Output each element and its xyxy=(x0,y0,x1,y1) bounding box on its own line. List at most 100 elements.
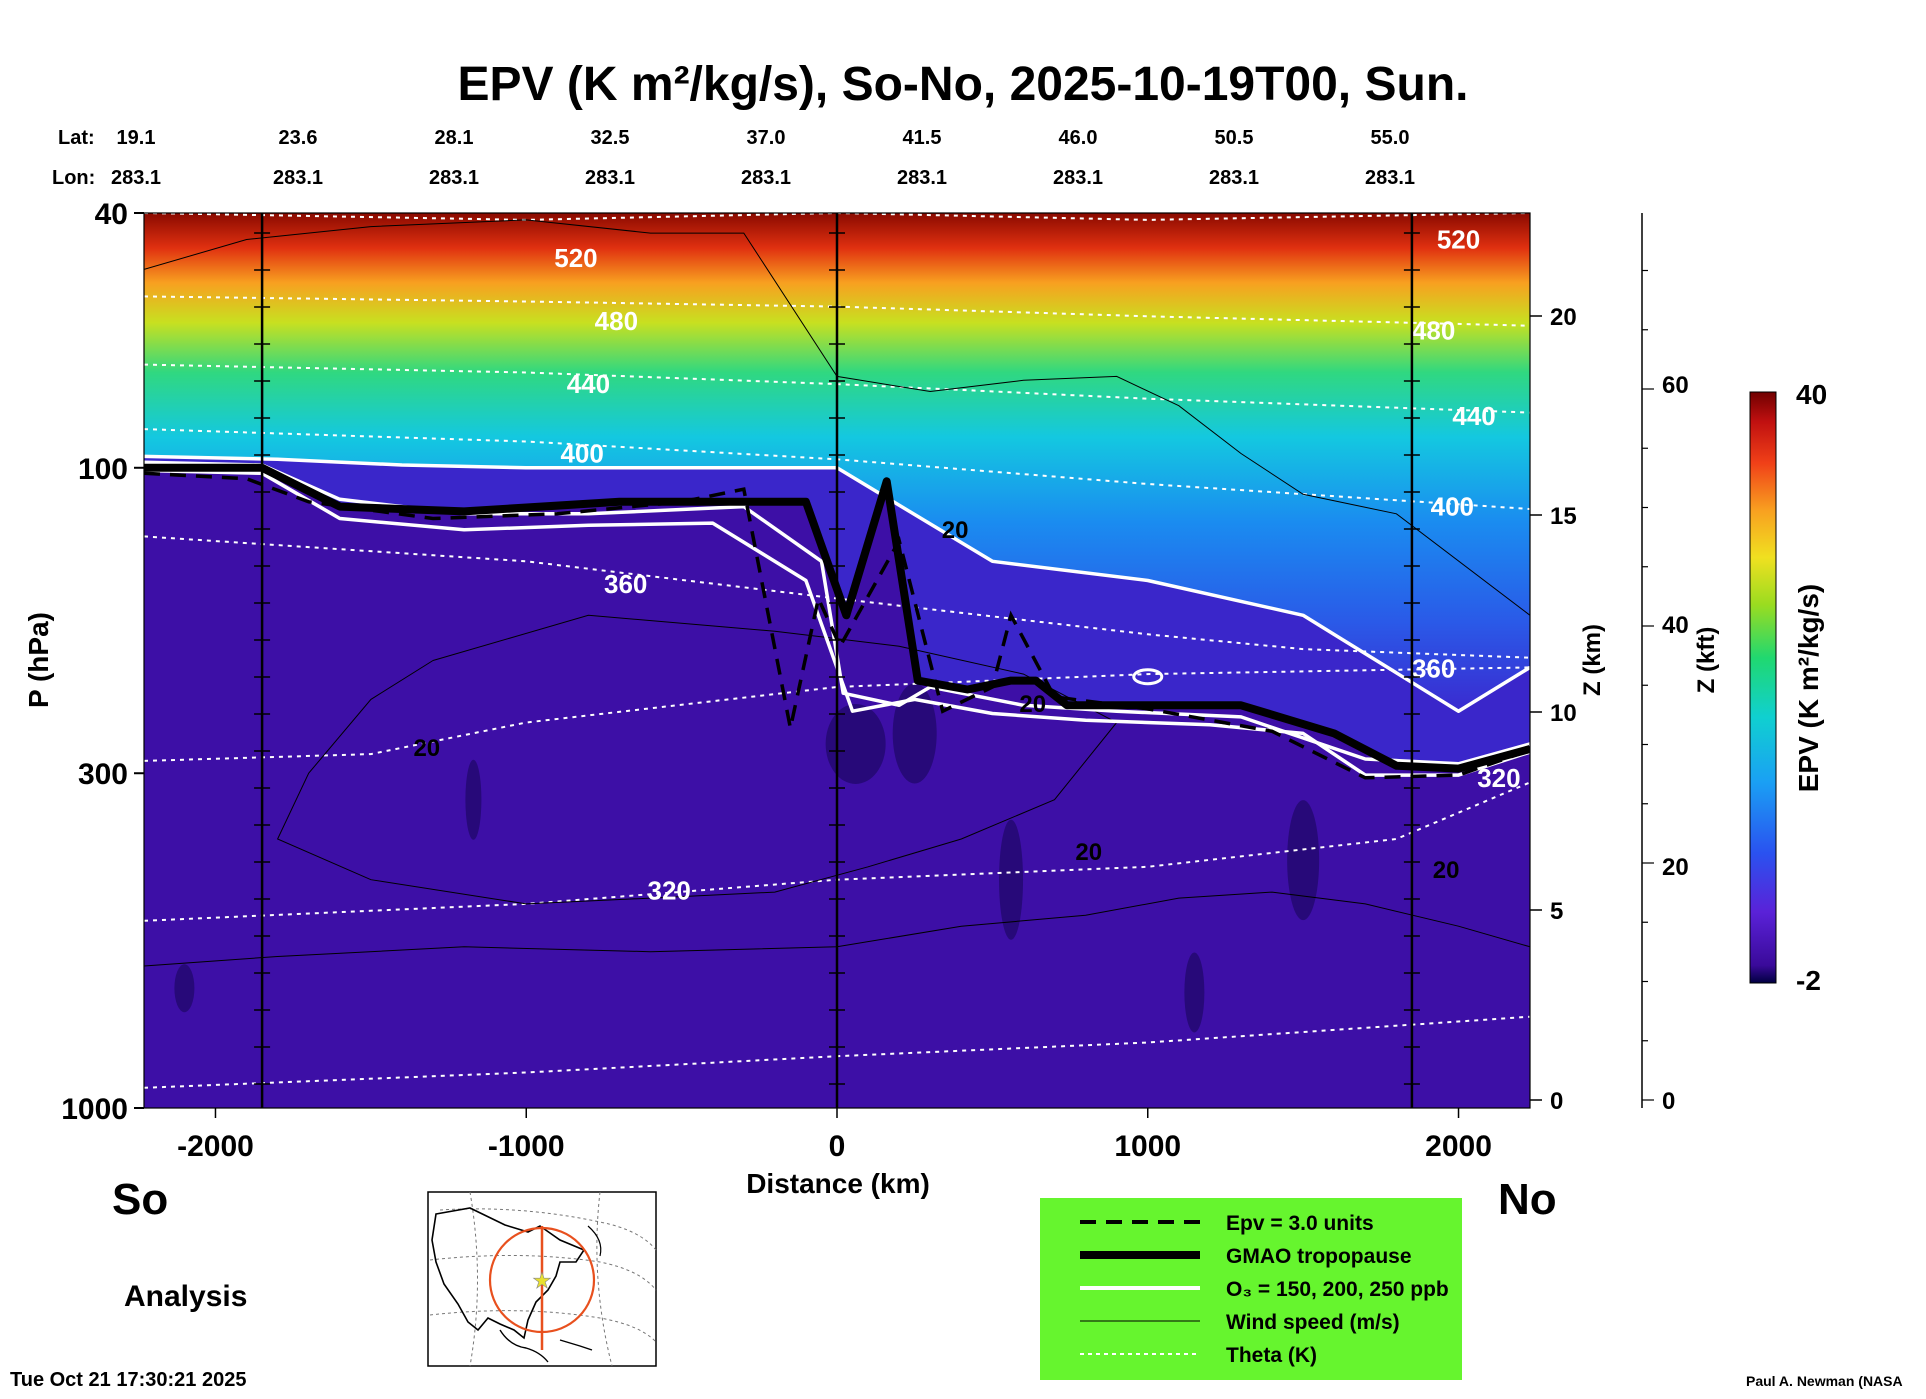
theta-label-5: 320 xyxy=(647,875,690,905)
theta-label-3: 400 xyxy=(560,439,603,469)
ozone-loop xyxy=(1132,668,1164,686)
timestamp: Tue Oct 21 17:30:21 2025 xyxy=(10,1369,246,1391)
lat-lon-row: 19.1 283.1 23.6 283.1 28.1 283.1 32.5 283.1 37.0… xyxy=(111,127,1415,189)
lon-label: Lon: xyxy=(52,167,95,189)
low-epv-patch-5 xyxy=(1184,952,1205,1033)
z-km-tick-label-1: 5 xyxy=(1550,898,1563,925)
inset-map: ★ xyxy=(427,1191,657,1367)
low-epv-patch-2 xyxy=(892,683,937,784)
lat-label: Lat: xyxy=(58,127,95,149)
z-kft-axis: 0 20 40 60 xyxy=(1641,213,1689,1115)
colorbar-min-label: -2 xyxy=(1796,965,1821,996)
ozone-contour-2 xyxy=(144,468,1530,777)
lon-value-0: 283.1 xyxy=(111,167,161,189)
legend-label-1: GMAO tropopause xyxy=(1226,1245,1412,1268)
lat-value-3: 32.5 xyxy=(591,127,630,149)
legend-label-0: Epv = 3.0 units xyxy=(1226,1212,1374,1235)
z-km-tick-label-0: 0 xyxy=(1550,1088,1563,1115)
z-km-axis: 0 5 10 15 20 xyxy=(1530,304,1577,1115)
z-km-axis-label: Z (km) xyxy=(1579,624,1606,696)
p-tick-label-1: 100 xyxy=(78,453,128,486)
theta-labels: 520 480 440 400 360 320 520 480 440 400 360 320 xyxy=(554,225,1520,906)
colorbar-label: EPV (K m²/kg/s) xyxy=(1793,584,1824,792)
x-axis-label: Distance (km) xyxy=(746,1168,930,1199)
colorbar-max-label: 40 xyxy=(1796,379,1827,410)
wind-contour-0 xyxy=(144,219,1530,616)
theta-label-8: 440 xyxy=(1452,401,1495,431)
theta-line-520 xyxy=(144,213,1530,221)
wind-label-4: 20 xyxy=(1433,857,1460,884)
legend: Epv = 3.0 units GMAO tropopause O₃ = 150, … xyxy=(1080,1212,1449,1367)
direction-south: So xyxy=(112,1175,168,1224)
location-star-icon: ★ xyxy=(532,1268,552,1293)
z-km-tick-label-4: 20 xyxy=(1550,304,1577,331)
wind-label-1: 20 xyxy=(413,735,440,762)
lat-value-0: 19.1 xyxy=(117,127,156,149)
legend-label-4: Theta (K) xyxy=(1226,1344,1317,1367)
z-kft-axis-label: Z (kft) xyxy=(1693,627,1720,694)
wind-contour-1 xyxy=(276,614,1118,905)
x-tick-label-1: -1000 xyxy=(488,1130,565,1163)
tropopause-line xyxy=(144,463,1530,773)
lat-value-1: 23.6 xyxy=(279,127,318,149)
wind-labels: 20 20 20 20 20 xyxy=(413,517,1459,884)
lat-value-6: 46.0 xyxy=(1059,127,1098,149)
theta-label-4: 360 xyxy=(604,569,647,599)
theta-label-9: 400 xyxy=(1431,492,1474,522)
theta-label-6: 520 xyxy=(1437,225,1480,255)
low-epv-patch-6 xyxy=(174,964,195,1013)
x-axis: -2000 -1000 0 1000 2000 xyxy=(177,1108,1492,1163)
analysis-label: Analysis xyxy=(124,1280,247,1313)
wind-label-0: 20 xyxy=(942,517,969,544)
lon-value-8: 283.1 xyxy=(1365,167,1415,189)
lat-value-5: 41.5 xyxy=(903,127,942,149)
transition-band xyxy=(144,456,1530,769)
colorbar xyxy=(1749,391,1777,984)
x-tick-label-3: 1000 xyxy=(1114,1130,1181,1163)
lon-value-3: 283.1 xyxy=(585,167,635,189)
p-tick-label-0: 40 xyxy=(95,198,128,231)
lat-value-7: 50.5 xyxy=(1215,127,1254,149)
x-tick-label-4: 2000 xyxy=(1425,1130,1492,1163)
lat-value-4: 37.0 xyxy=(747,127,786,149)
z-kft-tick-label-1: 20 xyxy=(1662,854,1689,881)
epv-3-contour xyxy=(144,471,1530,780)
p-tick-label-2: 300 xyxy=(78,758,128,791)
theta-label-2: 440 xyxy=(567,369,610,399)
lon-value-6: 283.1 xyxy=(1053,167,1103,189)
y-axis-label: P (hPa) xyxy=(23,612,54,708)
wind-contour-2 xyxy=(144,891,1530,967)
legend-label-2: O₃ = 150, 200, 250 ppb xyxy=(1226,1278,1449,1301)
theta-line-340 xyxy=(144,666,1530,762)
theta-label-0: 520 xyxy=(554,243,597,273)
p-tick-label-3: 1000 xyxy=(61,1093,128,1126)
lon-value-4: 283.1 xyxy=(741,167,791,189)
z-km-tick-label-3: 15 xyxy=(1550,503,1577,530)
legend-label-3: Wind speed (m/s) xyxy=(1226,1311,1400,1334)
theta-line-320 xyxy=(144,781,1530,922)
lon-value-2: 283.1 xyxy=(429,167,479,189)
wind-label-3: 20 xyxy=(1075,839,1102,866)
z-kft-tick-label-3: 60 xyxy=(1662,372,1689,399)
wind-contours xyxy=(144,219,1530,967)
z-km-tick-label-2: 10 xyxy=(1550,700,1577,727)
low-epv-patch-4 xyxy=(1287,800,1320,921)
lon-value-1: 283.1 xyxy=(273,167,323,189)
low-epv-patch-0 xyxy=(465,759,482,840)
x-tick-label-0: -2000 xyxy=(177,1130,254,1163)
direction-north: No xyxy=(1498,1175,1557,1224)
pressure-axis: 40 100 300 1000 xyxy=(61,198,144,1126)
low-epv-patch-1 xyxy=(825,703,886,784)
low-epv-patch-3 xyxy=(999,819,1024,940)
z-kft-tick-label-2: 40 xyxy=(1662,612,1689,639)
wind-label-2: 20 xyxy=(1019,691,1046,718)
lon-value-5: 283.1 xyxy=(897,167,947,189)
theta-label-1: 480 xyxy=(595,306,638,336)
lat-value-8: 55.0 xyxy=(1371,127,1410,149)
x-tick-label-2: 0 xyxy=(829,1130,846,1163)
theta-label-10: 360 xyxy=(1412,654,1455,684)
chart-title: EPV (K m²/kg/s), So-No, 2025-10-19T00, S… xyxy=(458,58,1469,111)
z-kft-tick-label-0: 0 xyxy=(1662,1088,1675,1115)
